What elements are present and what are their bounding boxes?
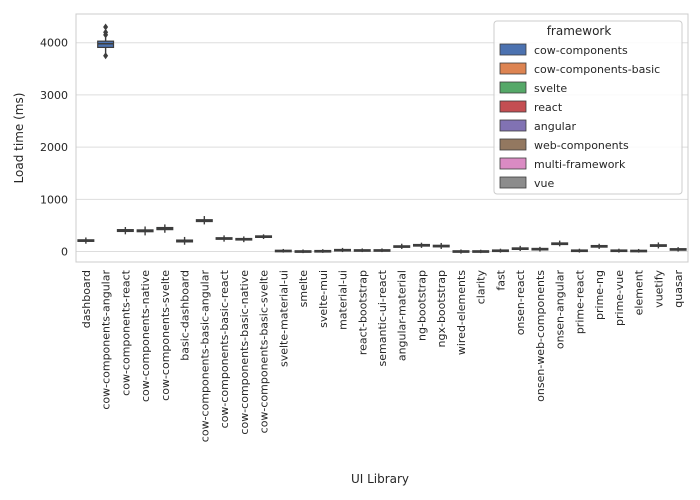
outlier-point <box>103 52 109 60</box>
x-tick-label: cow-components-svelte <box>159 270 172 401</box>
box-cow-components-basic-angular <box>195 216 213 225</box>
legend-label: multi-framework <box>534 158 626 171</box>
x-tick-label: clarity <box>475 270 488 305</box>
box-fast <box>491 248 509 253</box>
box-cow-components-svelte <box>156 224 174 233</box>
x-tick-label: svelte-material-ui <box>277 270 290 367</box>
box-material-ui <box>334 247 352 253</box>
box-semantic-ui-react <box>373 248 391 253</box>
legend-label: cow-components <box>534 44 628 57</box>
box-prime-react <box>570 248 588 253</box>
box-ngx-bootstrap <box>432 242 450 249</box>
box-svelte-mui <box>314 249 332 253</box>
x-tick-label: cow-components-basic-native <box>238 270 251 435</box>
box-prime-ng <box>590 243 608 249</box>
y-tick-labels: 0 1000 2000 3000 4000 <box>40 37 68 259</box>
x-tick-label: onsen-angular <box>554 270 567 350</box>
x-tick-label: smelte <box>297 270 310 308</box>
y-tick-label: 0 <box>61 246 68 259</box>
y-tick-label: 4000 <box>40 37 68 50</box>
legend-label: react <box>534 101 563 114</box>
x-tick-labels: dashboard cow-components-angular cow-compo… <box>80 269 685 442</box>
legend: framework cow-components cow-components-b… <box>493 20 683 195</box>
box-clarity <box>472 249 490 254</box>
legend-swatch <box>499 138 527 151</box>
x-tick-label: dashboard <box>80 270 93 328</box>
boxes <box>77 23 687 254</box>
x-tick-label: prime-ng <box>593 270 606 320</box>
legend-swatch <box>499 43 527 56</box>
legend-label: web-components <box>534 139 629 152</box>
box-quasar <box>669 247 687 252</box>
x-tick-label: ng-bootstrap <box>415 270 428 341</box>
box-cow-components-basic-native <box>235 236 253 243</box>
x-axis-label: UI Library <box>351 472 409 486</box>
box-cow-components-react <box>116 227 134 235</box>
x-tick-label: fast <box>494 269 507 290</box>
x-tick-label: cow-components-react <box>119 269 132 396</box>
x-tick-label: angular-material <box>396 270 409 361</box>
legend-label: angular <box>534 120 576 133</box>
y-axis-label: Load time (ms) <box>12 93 26 184</box>
legend-swatch <box>499 100 527 113</box>
y-tick-label: 1000 <box>40 193 68 206</box>
box-cow-components-native <box>136 226 154 236</box>
x-tick-label: quasar <box>672 270 685 308</box>
box-onsen-react <box>511 245 529 252</box>
x-tick-label: cow-components-basic-svelte <box>258 270 271 434</box>
legend-swatch <box>499 157 527 170</box>
box-angular-material <box>393 243 411 249</box>
box-cow-components-angular <box>97 23 115 60</box>
outlier-point <box>103 28 109 36</box>
box-onsen-web-components <box>531 246 549 252</box>
x-tick-label: cow-components-basic-angular <box>198 270 211 443</box>
box-vuetify <box>649 242 667 249</box>
x-tick-label: prime-react <box>573 269 586 334</box>
box-react-bootstrap <box>353 248 371 253</box>
legend-title: framework <box>547 24 612 38</box>
outlier-point <box>103 23 109 31</box>
legend-swatch <box>499 62 527 75</box>
x-tick-label: vuetify <box>652 270 665 308</box>
legend-swatch <box>499 119 527 132</box>
legend-label: cow-components-basic <box>534 63 660 76</box>
x-tick-label: svelte-mui <box>317 270 330 328</box>
box-onsen-angular <box>551 240 569 247</box>
x-tick-label: cow-components-basic-react <box>218 269 231 428</box>
x-tick-label: cow-components-native <box>139 270 152 402</box>
box-cow-components-basic-react <box>215 235 233 242</box>
x-tick-label: element <box>633 269 646 315</box>
x-tick-label: semantic-ui-react <box>376 269 389 366</box>
box-dashboard <box>77 237 95 244</box>
box-basic-dashboard <box>176 236 194 245</box>
box-prime-vue <box>610 248 628 253</box>
box-svelte-material-ui <box>274 248 292 253</box>
x-tick-label: onsen-web-components <box>534 270 547 402</box>
box-cow-components-basic-svelte <box>255 234 273 240</box>
legend-swatch <box>499 81 527 94</box>
legend-swatch <box>499 176 527 189</box>
plot-area-frame <box>75 13 689 263</box>
x-tick-label: prime-vue <box>613 270 626 326</box>
x-tick-label: wired-elements <box>455 270 468 355</box>
x-tick-label: material-ui <box>337 270 350 330</box>
x-tick-label: ngx-bootstrap <box>435 270 448 347</box>
box-element <box>630 248 648 253</box>
box-ng-bootstrap <box>412 242 430 248</box>
x-tick-label: onsen-react <box>514 269 527 335</box>
x-tick-label: basic-dashboard <box>179 270 192 361</box>
x-tick-label: cow-components-angular <box>100 270 113 410</box>
legend-label: vue <box>534 177 554 190</box>
x-tick-label: react-bootstrap <box>356 270 369 355</box>
box-wired-elements <box>452 249 470 254</box>
y-tick-label: 3000 <box>40 89 68 102</box>
box-smelte <box>294 249 312 254</box>
legend-label: svelte <box>534 82 567 95</box>
y-tick-label: 2000 <box>40 141 68 154</box>
legend-frame <box>493 20 683 195</box>
